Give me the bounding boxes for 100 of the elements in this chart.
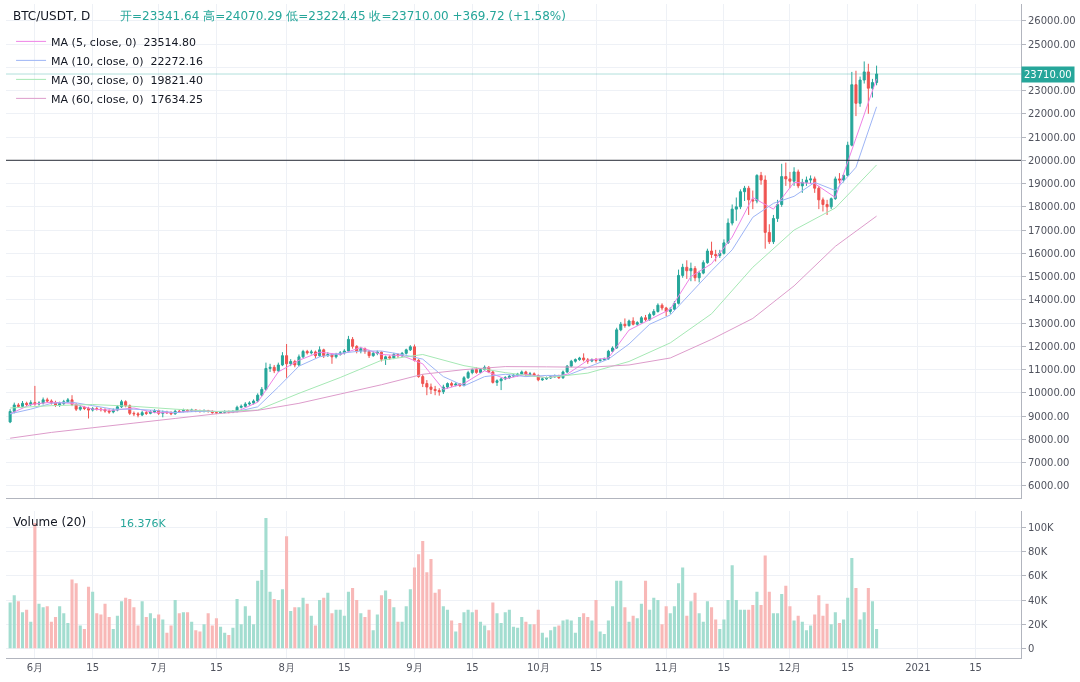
candlestick — [693, 265, 697, 282]
bar — [429, 559, 433, 649]
bar — [590, 620, 594, 649]
candlestick — [264, 362, 268, 392]
bar — [495, 613, 499, 649]
candlestick — [755, 173, 759, 204]
candlestick — [285, 343, 289, 379]
candlestick — [474, 366, 478, 375]
bar — [441, 606, 445, 649]
bar — [565, 619, 569, 649]
bar — [16, 601, 20, 649]
bar — [458, 623, 462, 649]
candlestick — [107, 408, 111, 415]
y-tick-label: 7000.00 — [1028, 457, 1070, 469]
bar — [375, 614, 379, 649]
y-tick-label: 8000.00 — [1028, 433, 1070, 445]
candlestick — [635, 320, 639, 327]
bar — [743, 609, 747, 649]
candlestick — [573, 357, 577, 364]
bar — [771, 613, 775, 649]
bar — [631, 615, 635, 649]
y-tick-label: 9000.00 — [1028, 410, 1070, 422]
bar — [140, 601, 144, 649]
bar — [20, 612, 25, 649]
candlestick — [639, 315, 643, 325]
y-tick-label: 20000.00 — [1028, 154, 1076, 166]
bar — [577, 616, 582, 649]
bar — [272, 598, 276, 649]
candlestick — [582, 352, 586, 362]
bar — [86, 586, 91, 649]
bar — [751, 604, 755, 649]
y-tick-label: 20K — [1028, 618, 1048, 630]
bar — [219, 626, 223, 649]
bar — [268, 591, 272, 649]
bar — [520, 616, 524, 649]
bar — [862, 612, 866, 649]
bar — [710, 607, 714, 649]
bar — [41, 607, 45, 649]
bar — [227, 635, 231, 649]
bar — [58, 606, 62, 649]
bar — [235, 598, 239, 649]
bar — [796, 615, 800, 649]
y-tick-label: 40K — [1028, 594, 1048, 606]
legend-label: MA (60, close, 0) 17634.25 — [51, 92, 203, 106]
chart-title: Volume (20) — [13, 515, 87, 529]
candlestick — [763, 174, 767, 250]
bar — [194, 630, 198, 649]
y-tick-label: 18000.00 — [1028, 201, 1076, 213]
line-series — [9, 164, 878, 412]
candlestick — [433, 385, 437, 396]
x-tick-label: 8月 — [278, 662, 295, 673]
candlestick — [425, 379, 429, 396]
bar — [507, 609, 511, 649]
bar — [346, 591, 351, 649]
bar — [78, 625, 82, 649]
bar — [305, 603, 309, 649]
candlestick — [627, 319, 631, 328]
candlestick — [305, 349, 309, 355]
bar — [755, 591, 759, 649]
bar — [681, 567, 685, 649]
legend-label: MA (10, close, 0) 22272.16 — [51, 54, 203, 68]
bar — [615, 580, 619, 649]
candlestick — [594, 357, 598, 364]
bar — [396, 621, 400, 649]
bar — [639, 603, 643, 649]
bar — [503, 612, 507, 649]
bar — [747, 609, 751, 649]
y-tick-label: 21000.00 — [1028, 131, 1076, 143]
bar — [264, 518, 268, 649]
bar — [809, 625, 813, 649]
bar — [177, 613, 181, 649]
bar — [25, 609, 29, 649]
bar — [301, 597, 305, 649]
bar — [367, 609, 371, 649]
bar — [206, 613, 210, 649]
bar — [243, 606, 247, 649]
bar — [280, 589, 284, 649]
x-tick-label: 10月 — [526, 662, 550, 673]
x-tick-label: 15 — [465, 662, 479, 673]
chart-title: BTC/USDT, D — [13, 9, 91, 23]
bar — [297, 607, 301, 649]
candlestick — [87, 406, 91, 419]
bar — [144, 616, 148, 649]
bar — [29, 621, 33, 649]
candlestick — [495, 378, 499, 387]
bar — [462, 612, 466, 649]
candlestick — [388, 354, 392, 361]
candlestick — [796, 169, 800, 189]
bar — [91, 591, 95, 649]
bar — [128, 598, 132, 649]
candlestick — [437, 387, 441, 397]
candlestick — [78, 405, 82, 412]
y-tick-label: 60K — [1028, 570, 1048, 582]
x-tick-label: 11月 — [654, 662, 678, 673]
candlestick — [784, 162, 788, 187]
y-tick-label: 14000.00 — [1028, 294, 1076, 306]
bar — [627, 621, 631, 649]
y-tick-label: 10000.00 — [1028, 387, 1076, 399]
bar — [392, 607, 396, 649]
x-tick-label: 9月 — [406, 662, 423, 673]
